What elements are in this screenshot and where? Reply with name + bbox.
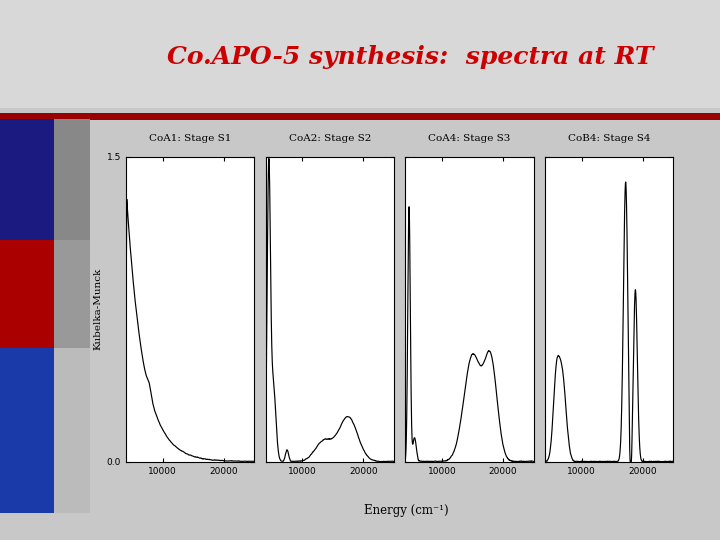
Text: CoA1: Stage S1: CoA1: Stage S1	[149, 134, 231, 143]
Text: CoA2: Stage S2: CoA2: Stage S2	[289, 134, 371, 143]
Text: CoB4: Stage S4: CoB4: Stage S4	[568, 134, 650, 143]
Y-axis label: Kubelka-Munck: Kubelka-Munck	[94, 268, 102, 350]
Text: CoA4: Stage S3: CoA4: Stage S3	[428, 134, 510, 143]
Text: Energy (cm⁻¹): Energy (cm⁻¹)	[364, 504, 449, 517]
Text: Co.APO-5 synthesis:  spectra at RT: Co.APO-5 synthesis: spectra at RT	[167, 45, 654, 69]
